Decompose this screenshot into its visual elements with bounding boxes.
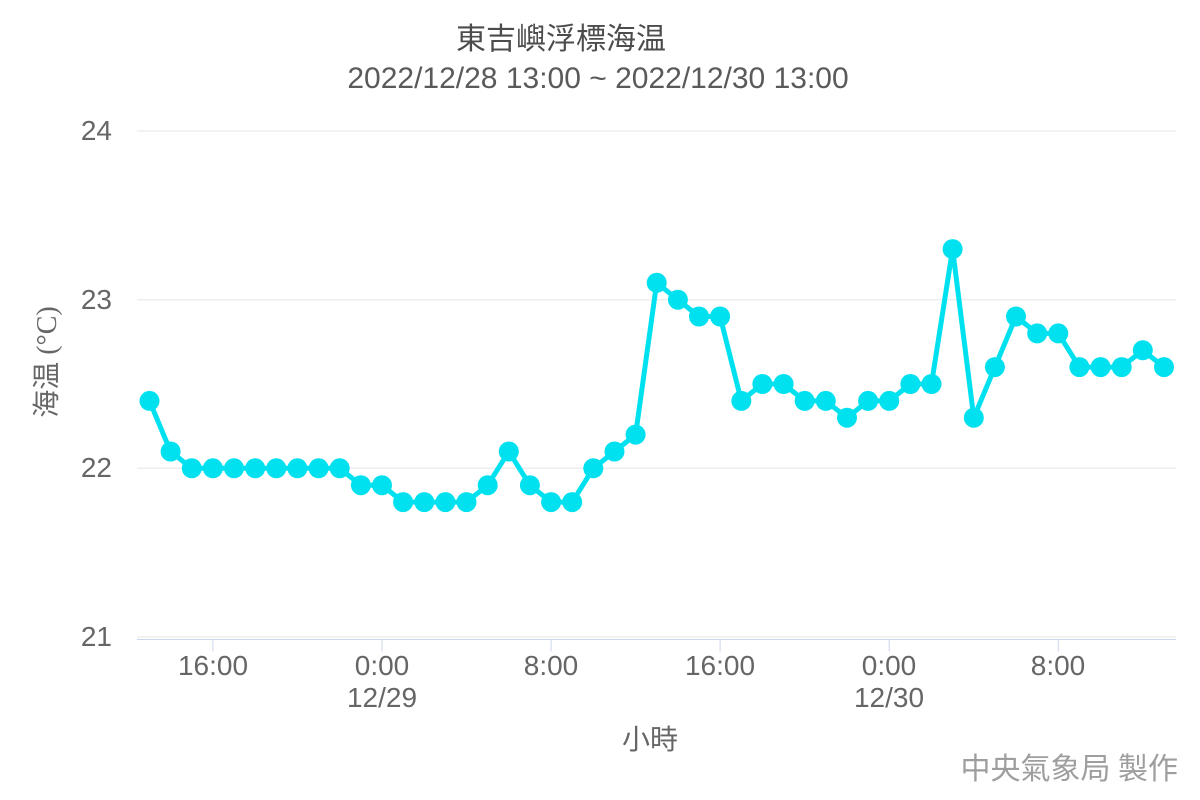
data-point-marker[interactable] (1090, 357, 1111, 378)
data-point-marker[interactable] (583, 458, 604, 479)
data-point-marker[interactable] (160, 441, 181, 462)
data-point-marker[interactable] (139, 390, 160, 411)
chart-title: 東吉嶼浮標海温 (456, 23, 666, 56)
data-point-marker[interactable] (1111, 357, 1132, 378)
data-point-marker[interactable] (329, 458, 350, 479)
data-point-marker[interactable] (498, 441, 519, 462)
data-point-marker[interactable] (541, 492, 562, 513)
data-point-marker[interactable] (414, 492, 435, 513)
data-point-marker[interactable] (202, 458, 223, 479)
data-point-marker[interactable] (752, 374, 773, 394)
data-point-marker[interactable] (858, 390, 879, 411)
data-point-marker[interactable] (1048, 323, 1069, 344)
x-axis-title: 小時 (621, 725, 679, 756)
data-point-marker[interactable] (667, 289, 688, 310)
data-point-marker[interactable] (604, 441, 625, 462)
data-point-marker[interactable] (731, 390, 752, 411)
data-point-marker[interactable] (224, 458, 244, 479)
data-point-marker[interactable] (815, 390, 836, 411)
y-tick-label: 21 (80, 621, 112, 652)
y-tick-label: 22 (80, 452, 112, 483)
data-point-marker[interactable] (1027, 323, 1048, 344)
data-point-marker[interactable] (625, 424, 646, 445)
data-point-marker[interactable] (287, 458, 308, 479)
data-point-marker[interactable] (519, 475, 540, 496)
y-tick-label: 24 (80, 115, 112, 146)
data-point-marker[interactable] (350, 475, 371, 496)
data-point-marker[interactable] (435, 492, 456, 513)
data-point-marker[interactable] (266, 458, 287, 479)
x-tick-label: 16:00 (684, 650, 756, 681)
credit-text: 中央氣象局 製作 (960, 753, 1179, 786)
data-point-marker[interactable] (372, 475, 392, 496)
data-point-marker[interactable] (794, 390, 815, 411)
data-point-marker[interactable] (710, 306, 731, 327)
data-point-marker[interactable] (900, 374, 921, 394)
data-point-marker[interactable] (1154, 357, 1174, 378)
data-point-marker[interactable] (245, 458, 266, 479)
data-point-marker[interactable] (181, 458, 202, 479)
data-point-marker[interactable] (984, 357, 1005, 378)
data-point-marker[interactable] (773, 374, 794, 394)
data-point-marker[interactable] (646, 272, 667, 293)
x-tick-label: 0:00 (354, 650, 410, 681)
data-point-marker[interactable] (942, 239, 963, 260)
data-point-marker[interactable] (921, 374, 942, 394)
x-date-label: 12/30 (853, 682, 925, 713)
data-point-marker[interactable] (1132, 340, 1153, 361)
data-point-marker[interactable] (1069, 357, 1090, 378)
data-point-marker[interactable] (689, 306, 709, 327)
y-axis-title: 海温 (°C) (32, 306, 63, 418)
data-point-marker[interactable] (1006, 306, 1026, 327)
x-tick-label: 8:00 (1030, 650, 1086, 681)
data-point-marker[interactable] (456, 492, 477, 513)
data-point-marker[interactable] (308, 458, 329, 479)
chart-subtitle: 2022/12/28 13:00 ~ 2022/12/30 13:00 (347, 62, 849, 95)
data-point-marker[interactable] (837, 407, 857, 428)
data-point-marker[interactable] (879, 390, 900, 411)
x-tick-label: 8:00 (523, 650, 579, 681)
x-tick-label: 0:00 (861, 650, 917, 681)
data-point-marker[interactable] (477, 475, 498, 496)
y-tick-label: 23 (80, 284, 112, 315)
data-point-marker[interactable] (393, 492, 414, 513)
x-date-label: 12/29 (346, 682, 418, 713)
data-point-marker[interactable] (562, 492, 583, 513)
x-tick-label: 16:00 (177, 650, 249, 681)
data-point-marker[interactable] (963, 407, 984, 428)
